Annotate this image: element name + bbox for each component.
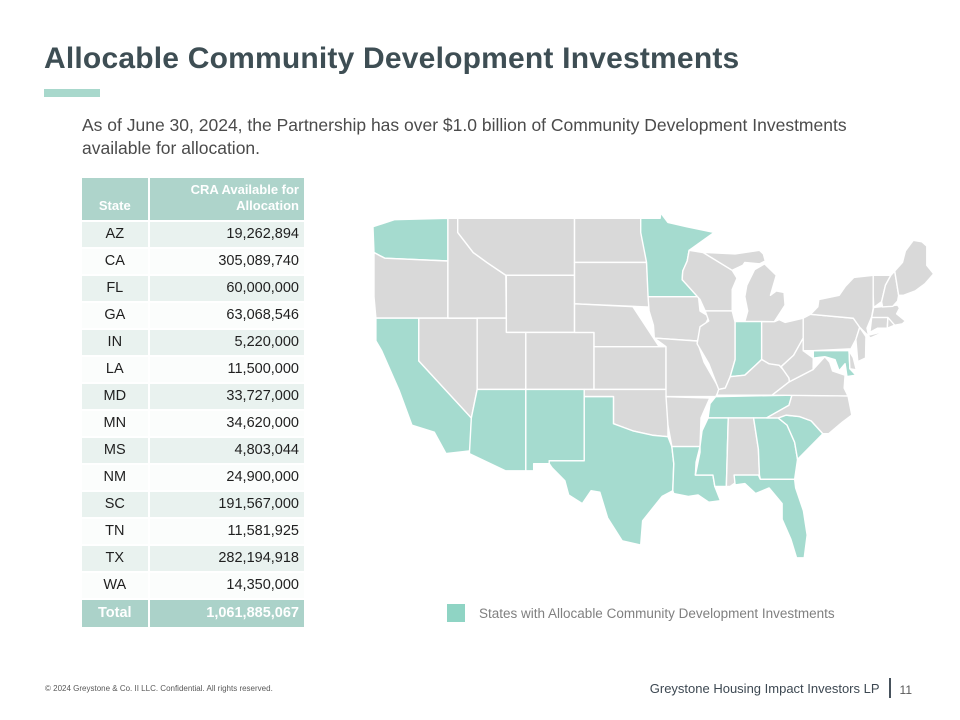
value-cell: 305,089,740 [149, 248, 304, 274]
state-nc [765, 394, 853, 435]
table-row: TN 11,581,925 [82, 518, 304, 544]
value-cell: 11,581,925 [149, 518, 304, 544]
state-mi-lower [744, 263, 786, 323]
state-cell: TN [82, 518, 148, 544]
state-cell: IN [82, 329, 148, 355]
table-row: LA 11,500,000 [82, 356, 304, 382]
value-cell: 4,803,044 [149, 437, 304, 463]
state-ks [593, 345, 667, 391]
title-accent-bar [44, 89, 100, 97]
value-cell: 5,220,000 [149, 329, 304, 355]
state-co [525, 331, 595, 391]
state-me [893, 239, 935, 296]
table-total-row: Total 1,061,885,067 [82, 599, 304, 627]
footer-right: Greystone Housing Impact Investors LP 11 [650, 676, 912, 700]
map-legend: States with Allocable Community Developm… [447, 604, 835, 622]
state-cell: MD [82, 383, 148, 409]
value-cell: 19,262,894 [149, 221, 304, 247]
state-cell: NM [82, 464, 148, 490]
subtitle-text: As of June 30, 2024, the Partnership has… [82, 115, 847, 158]
state-fl [733, 474, 808, 559]
state-nj [855, 326, 867, 363]
page-title: Allocable Community Development Investme… [44, 42, 740, 75]
state-wy [505, 274, 576, 334]
table-row: NM 24,900,000 [82, 464, 304, 490]
us-map-svg [372, 212, 935, 559]
state-cell: MS [82, 437, 148, 463]
total-label: Total [82, 599, 148, 627]
state-cell: CA [82, 248, 148, 274]
cra-allocation-table: State CRA Available for Allocation AZ 19,… [80, 176, 306, 629]
value-cell: 282,194,918 [149, 545, 304, 571]
table-row: IN 5,220,000 [82, 329, 304, 355]
table-header-row: State CRA Available for Allocation [82, 178, 304, 220]
table-row: MN 34,620,000 [82, 410, 304, 436]
value-cell: 14,350,000 [149, 572, 304, 598]
table-row: AZ 19,262,894 [82, 221, 304, 247]
state-cell: AZ [82, 221, 148, 247]
state-wa [372, 217, 449, 262]
state-az [468, 388, 527, 472]
state-la [671, 445, 722, 503]
state-cell: LA [82, 356, 148, 382]
value-cell: 11,500,000 [149, 356, 304, 382]
value-cell: 191,567,000 [149, 491, 304, 517]
state-cell: FL [82, 275, 148, 301]
value-cell: 34,620,000 [149, 410, 304, 436]
page-number: 11 [899, 683, 912, 697]
table-row: MS 4,803,044 [82, 437, 304, 463]
value-cell: 24,900,000 [149, 464, 304, 490]
table-row: FL 60,000,000 [82, 275, 304, 301]
state-cell: WA [82, 572, 148, 598]
column-header-state: State [82, 178, 148, 220]
state-or [373, 251, 449, 319]
table-row: WA 14,350,000 [82, 572, 304, 598]
legend-swatch [447, 604, 465, 622]
state-nd [573, 217, 648, 264]
company-name: Greystone Housing Impact Investors LP [649, 680, 880, 696]
state-ma [870, 304, 907, 326]
copyright-text: © 2024 Greystone & Co. II LLC. Confident… [45, 684, 273, 693]
state-mi-upper [702, 249, 766, 272]
state-tx [548, 395, 675, 546]
footer-divider [888, 678, 891, 698]
state-cell: MN [82, 410, 148, 436]
state-nm [525, 388, 585, 472]
value-cell: 60,000,000 [149, 275, 304, 301]
state-pa [802, 313, 861, 352]
state-de [848, 349, 857, 371]
state-ct [869, 316, 889, 334]
value-cell: 33,727,000 [149, 383, 304, 409]
state-sd [573, 261, 651, 308]
legend-label: States with Allocable Community Developm… [479, 605, 835, 621]
state-cell: SC [82, 491, 148, 517]
table-row: CA 305,089,740 [82, 248, 304, 274]
table-row: GA 63,068,546 [82, 302, 304, 328]
us-states-map [365, 206, 940, 568]
column-header-cra-available: CRA Available for Allocation [149, 178, 304, 220]
table-row: SC 191,567,000 [82, 491, 304, 517]
total-value: 1,061,885,067 [149, 599, 304, 627]
state-cell: GA [82, 302, 148, 328]
state-cell: TX [82, 545, 148, 571]
table-row: MD 33,727,000 [82, 383, 304, 409]
value-cell: 63,068,546 [149, 302, 304, 328]
table-row: TX 282,194,918 [82, 545, 304, 571]
